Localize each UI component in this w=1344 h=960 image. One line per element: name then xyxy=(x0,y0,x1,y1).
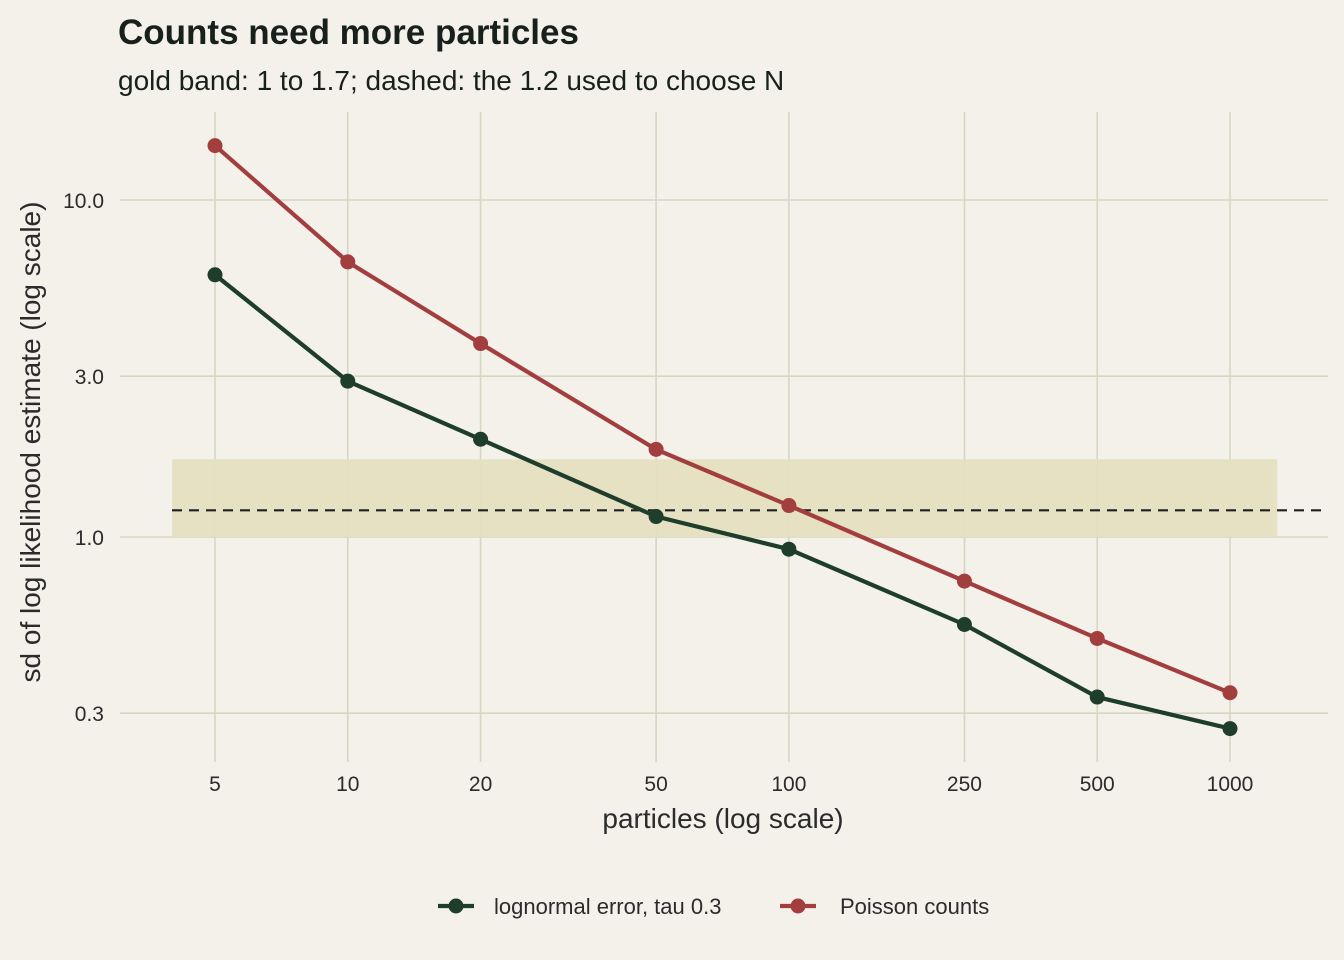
data-point xyxy=(340,373,356,389)
series-1 xyxy=(207,138,1238,701)
data-point xyxy=(1222,685,1238,701)
y-tick-label: 0.3 xyxy=(75,703,104,726)
band-layer xyxy=(172,459,1278,537)
data-point xyxy=(648,441,664,457)
chart-subtitle: gold band: 1 to 1.7; dashed: the 1.2 use… xyxy=(118,65,784,96)
y-tick-labels: 0.3 1.0 3.0 10.0 xyxy=(63,190,104,726)
legend-item: lognormal error, tau 0.3 xyxy=(438,894,721,919)
data-point xyxy=(1089,689,1105,705)
data-point xyxy=(648,509,664,525)
y-tick-label: 10.0 xyxy=(63,190,104,213)
series-layer xyxy=(207,138,1238,737)
x-tick-label: 10 xyxy=(336,773,359,796)
data-point xyxy=(473,431,489,447)
x-tick-label: 1000 xyxy=(1207,773,1254,796)
data-point xyxy=(956,573,972,589)
legend: lognormal error, tau 0.3 Poisson counts xyxy=(438,894,989,919)
data-point xyxy=(781,498,797,514)
data-point xyxy=(1089,630,1105,646)
data-point xyxy=(1222,721,1238,737)
data-point xyxy=(207,138,223,154)
chart-title: Counts need more particles xyxy=(118,13,579,52)
legend-key-point xyxy=(790,898,806,914)
legend-item: Poisson counts xyxy=(780,894,989,919)
data-point xyxy=(340,254,356,270)
x-tick-label: 5 xyxy=(209,773,221,796)
data-point xyxy=(781,541,797,557)
y-tick-label: 1.0 xyxy=(75,527,104,550)
legend-label: lognormal error, tau 0.3 xyxy=(494,894,721,919)
y-tick-label: 3.0 xyxy=(75,366,104,389)
legend-key-point xyxy=(448,898,464,914)
x-tick-label: 500 xyxy=(1080,773,1115,796)
legend-label: Poisson counts xyxy=(840,894,989,919)
x-tick-label: 100 xyxy=(771,773,806,796)
data-point xyxy=(473,336,489,352)
x-axis-title: particles (log scale) xyxy=(602,803,843,834)
series-line xyxy=(213,144,1231,695)
series-line xyxy=(213,273,1231,731)
x-tick-labels: 5 10 20 50 100 250 500 1000 xyxy=(209,773,1253,796)
x-tick-label: 20 xyxy=(469,773,492,796)
data-point xyxy=(207,267,223,283)
x-tick-label: 50 xyxy=(644,773,667,796)
series-0 xyxy=(207,267,1238,737)
x-tick-label: 250 xyxy=(947,773,982,796)
data-point xyxy=(956,616,972,632)
y-axis-title: sd of log likelihood estimate (log scale… xyxy=(15,202,46,683)
gold-band xyxy=(172,459,1278,537)
